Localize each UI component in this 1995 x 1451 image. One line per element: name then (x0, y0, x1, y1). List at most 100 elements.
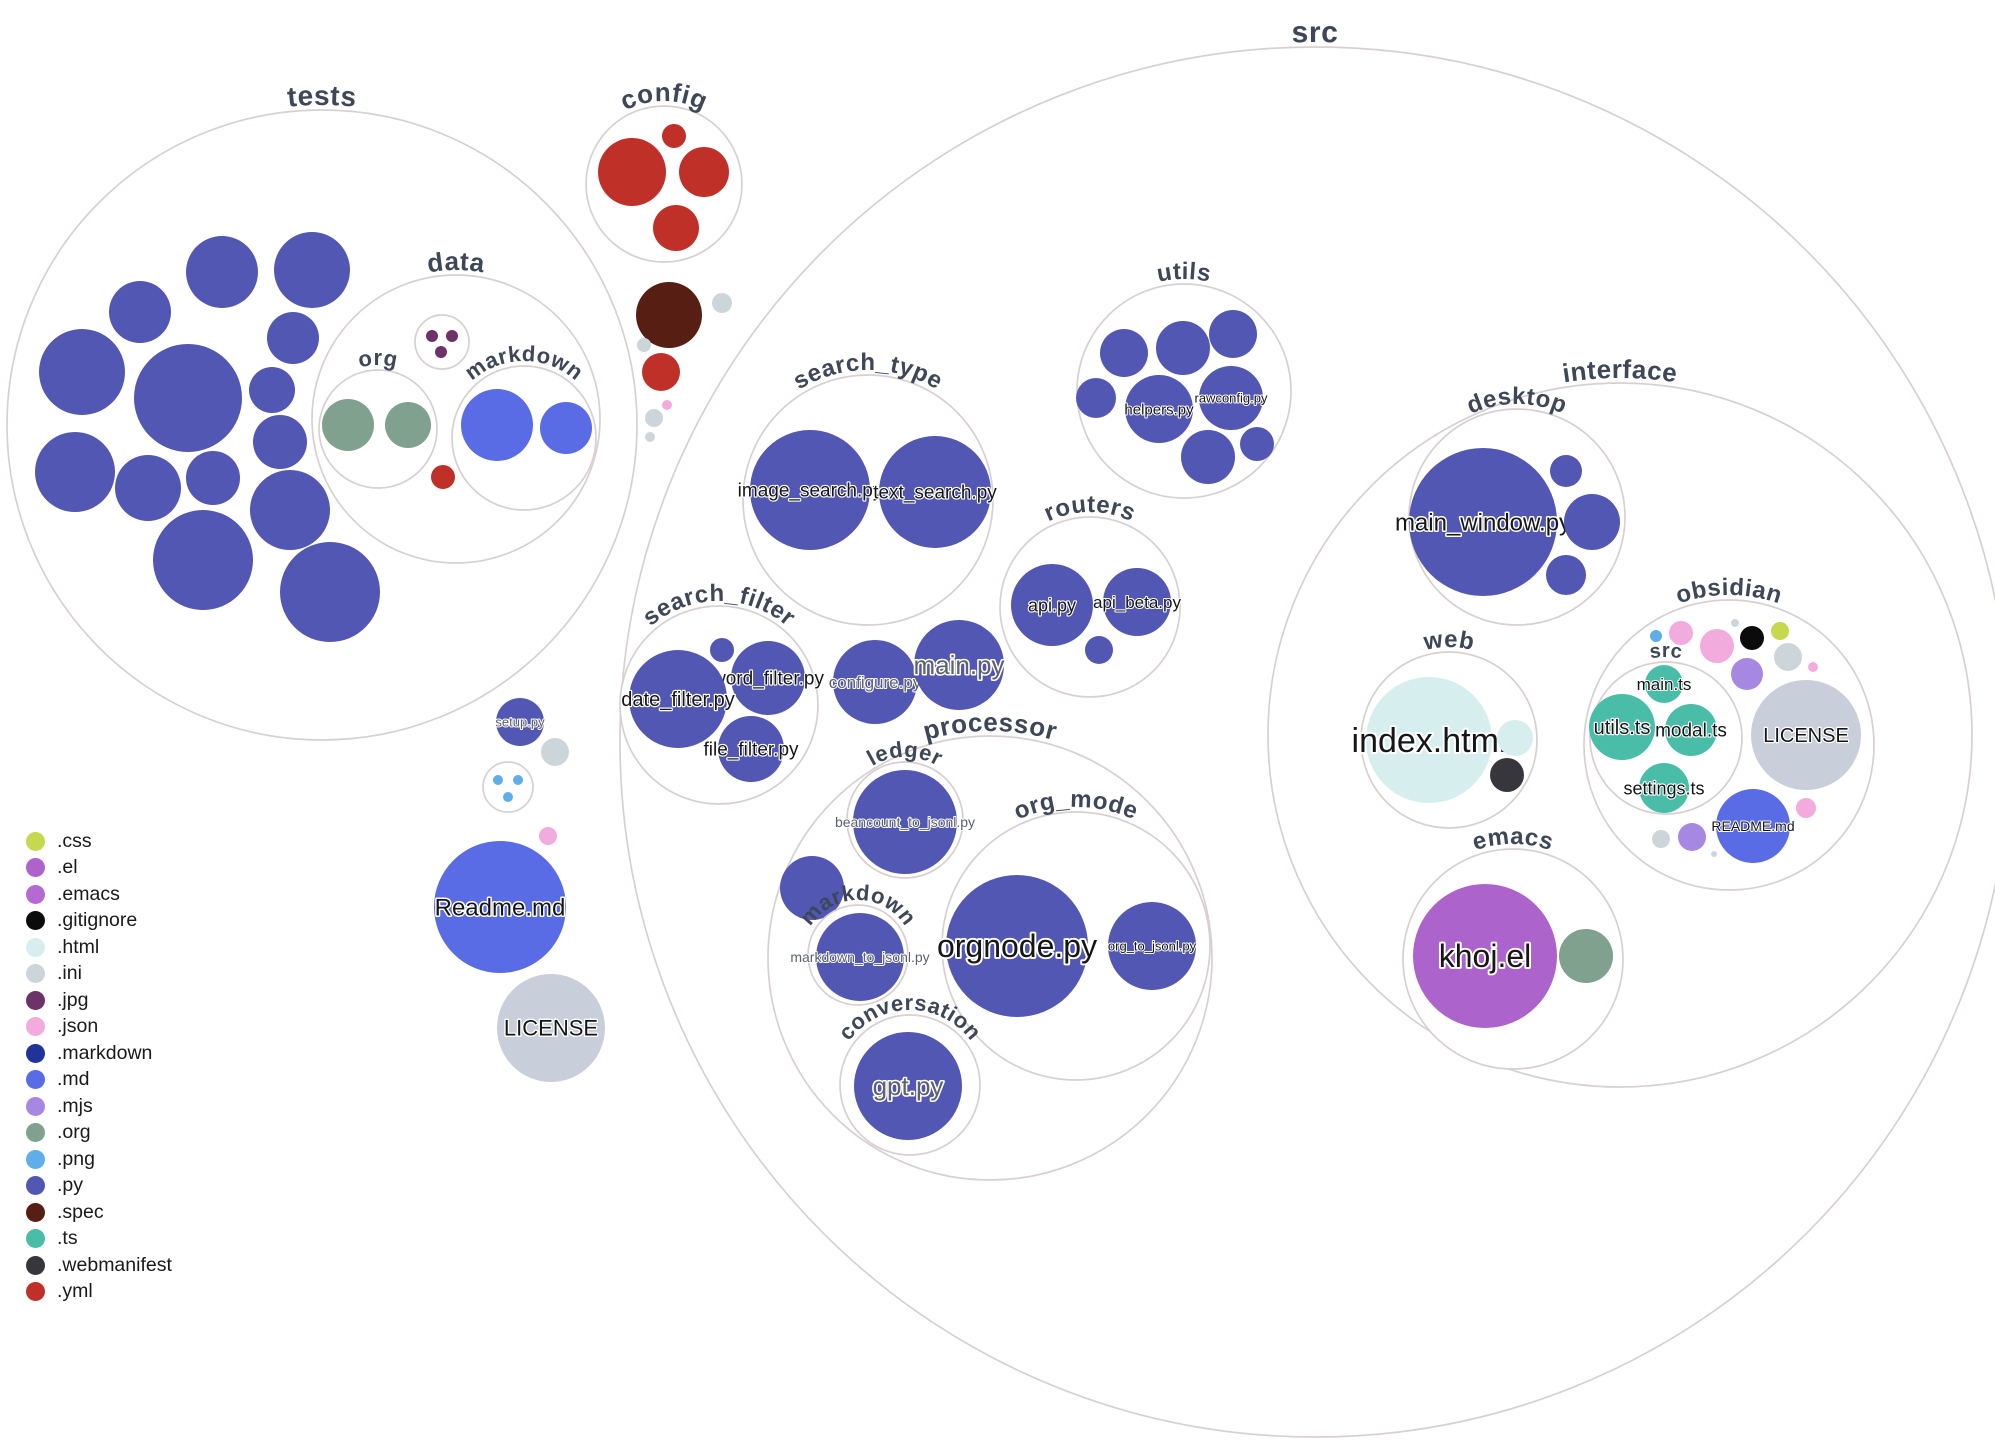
file-circle-test-py-1[interactable] (186, 236, 258, 308)
file-circle-utils-py-2[interactable] (1156, 321, 1210, 375)
file-circle-root-json-1[interactable] (662, 400, 672, 410)
legend-item-jpg: .jpg (26, 987, 172, 1014)
file-circle-utils-py-5[interactable] (1181, 430, 1235, 484)
file-circle-root-ini-1[interactable] (712, 293, 732, 313)
file-circle-api.py[interactable] (1011, 564, 1093, 646)
file-circle-obsidian-ini-1[interactable] (1731, 619, 1739, 627)
legend-color-dot-icon (26, 1123, 45, 1143)
file-circle-configure.py[interactable] (833, 640, 917, 724)
file-circle-obsidian-json-1[interactable] (1669, 621, 1693, 645)
file-circle-routers-py[interactable] (1085, 636, 1113, 664)
file-circle-main.py[interactable] (914, 620, 1004, 710)
file-circle-desktop-py-1[interactable] (1550, 455, 1582, 487)
file-circle-root-ini-4[interactable] (645, 432, 655, 442)
file-circle-config-yml-2[interactable] (662, 124, 686, 148)
file-circle-root-ini-2[interactable] (637, 338, 651, 352)
file-circle-utils-py-3[interactable] (1209, 310, 1257, 358)
file-circle-jpg-3[interactable] (435, 346, 447, 358)
file-circle-test-py-7[interactable] (249, 367, 295, 413)
file-circle-setup.py[interactable] (496, 698, 544, 746)
file-circle-jpg-2[interactable] (446, 330, 458, 342)
file-circle-obsidian-mjs-2[interactable] (1678, 823, 1706, 851)
file-circle-rawconfig.py[interactable] (1199, 366, 1263, 430)
file-circle-LICENSE[interactable] (497, 974, 605, 1082)
file-circle-png-2[interactable] (513, 775, 523, 785)
file-circle-root-yml[interactable] (642, 353, 680, 391)
file-circle-root-json-2[interactable] (539, 827, 557, 845)
file-circle-markdown_to_jsonl.py[interactable] (816, 913, 904, 1001)
file-circle-data-yml[interactable] (431, 465, 455, 489)
file-circle-obsidian-json-4[interactable] (1796, 798, 1816, 818)
legend-label: .markdown (57, 1041, 153, 1064)
file-circle-web-html-2[interactable] (1497, 720, 1533, 756)
file-circle-obsidian-LICENSE[interactable] (1751, 680, 1861, 790)
file-circle-org-file-1[interactable] (322, 399, 374, 451)
file-circle-main.ts[interactable] (1645, 665, 1683, 703)
file-circle-obsidian-gitignore[interactable] (1740, 626, 1764, 650)
file-circle-api_beta.py[interactable] (1103, 568, 1171, 636)
file-circle-test-py-2[interactable] (274, 232, 350, 308)
file-circle-config-yml-4[interactable] (653, 205, 699, 251)
file-circle-root-ini-3[interactable] (645, 409, 663, 427)
file-circle-image_search.py[interactable] (750, 430, 870, 550)
folder-circle-data-jpg-group[interactable] (414, 314, 470, 370)
file-circle-obsidian-css[interactable] (1771, 622, 1789, 640)
file-circle-modal.ts[interactable] (1665, 704, 1717, 756)
file-circle-index.html[interactable] (1366, 677, 1492, 803)
file-circle-test-py-9[interactable] (35, 432, 115, 512)
file-circle-orgnode.py[interactable] (946, 875, 1088, 1017)
file-circle-desktop-py-3[interactable] (1546, 555, 1586, 595)
file-circle-md-file-2[interactable] (540, 402, 592, 454)
file-circle-processor-py[interactable] (780, 856, 844, 920)
file-circle-obsidian-ini-3[interactable] (1652, 830, 1670, 848)
file-circle-obsidian-ini-4[interactable] (1711, 851, 1717, 857)
file-circle-web-webmanifest[interactable] (1490, 758, 1524, 792)
file-circle-test-py-8[interactable] (253, 415, 307, 469)
file-circle-png-3[interactable] (503, 792, 513, 802)
file-circle-root-spec[interactable] (636, 282, 702, 348)
folder-circle-root-png-group[interactable] (482, 761, 534, 813)
file-label-main.ts: main.ts (1637, 675, 1692, 694)
file-circle-khoj.el[interactable] (1413, 884, 1557, 1028)
file-circle-desktop-py-2[interactable] (1564, 494, 1620, 550)
file-circle-test-py-10[interactable] (115, 455, 181, 521)
file-circle-obsidian-ini-2[interactable] (1774, 643, 1802, 671)
file-circle-gpt.py[interactable] (854, 1032, 962, 1140)
file-circle-Readme.md[interactable] (434, 841, 566, 973)
file-circle-beancount_to_jsonl.py[interactable] (853, 770, 957, 874)
file-circle-jpg-1[interactable] (426, 330, 438, 342)
file-circle-settings.ts[interactable] (1639, 763, 1689, 813)
file-circle-obsidian-png[interactable] (1650, 630, 1662, 642)
file-circle-file_filter.py[interactable] (718, 716, 784, 782)
file-circle-README.md[interactable] (1716, 789, 1790, 863)
file-circle-utils-py-1[interactable] (1100, 329, 1148, 377)
file-circle-test-py-12[interactable] (250, 470, 330, 550)
file-circle-main_window.py[interactable] (1409, 448, 1557, 596)
file-circle-test-py-13[interactable] (153, 510, 253, 610)
file-circle-test-py-11[interactable] (186, 451, 240, 505)
file-circle-org_to_jsonl.py[interactable] (1108, 902, 1196, 990)
file-circle-obsidian-mjs-1[interactable] (1731, 658, 1763, 690)
file-circle-root-ini-5[interactable] (541, 738, 569, 766)
file-circle-config-yml-3[interactable] (679, 147, 729, 197)
file-circle-test-py-6[interactable] (134, 344, 242, 452)
file-circle-utils-py-6[interactable] (1240, 427, 1274, 461)
file-circle-date_filter.py[interactable] (629, 650, 727, 748)
file-circle-obsidian-json-3[interactable] (1808, 662, 1818, 672)
file-circle-word_filter.py[interactable] (731, 641, 805, 715)
file-circle-search-filter-py[interactable] (710, 638, 734, 662)
file-circle-test-py-4[interactable] (267, 312, 319, 364)
file-circle-emacs-org[interactable] (1559, 929, 1613, 983)
file-circle-utils-py-4[interactable] (1076, 378, 1116, 418)
file-circle-utils.ts[interactable] (1589, 694, 1655, 760)
file-circle-text_search.py[interactable] (879, 436, 991, 548)
file-circle-png-1[interactable] (493, 775, 503, 785)
file-circle-test-py-14[interactable] (280, 542, 380, 642)
file-circle-test-py-5[interactable] (39, 329, 125, 415)
file-circle-org-file-2[interactable] (385, 402, 431, 448)
file-circle-config-yml-1[interactable] (598, 138, 666, 206)
file-circle-md-file-1[interactable] (461, 389, 533, 461)
file-circle-test-py-3[interactable] (109, 281, 171, 343)
file-circle-obsidian-json-2[interactable] (1700, 629, 1734, 663)
file-circle-helpers.py[interactable] (1125, 375, 1193, 443)
